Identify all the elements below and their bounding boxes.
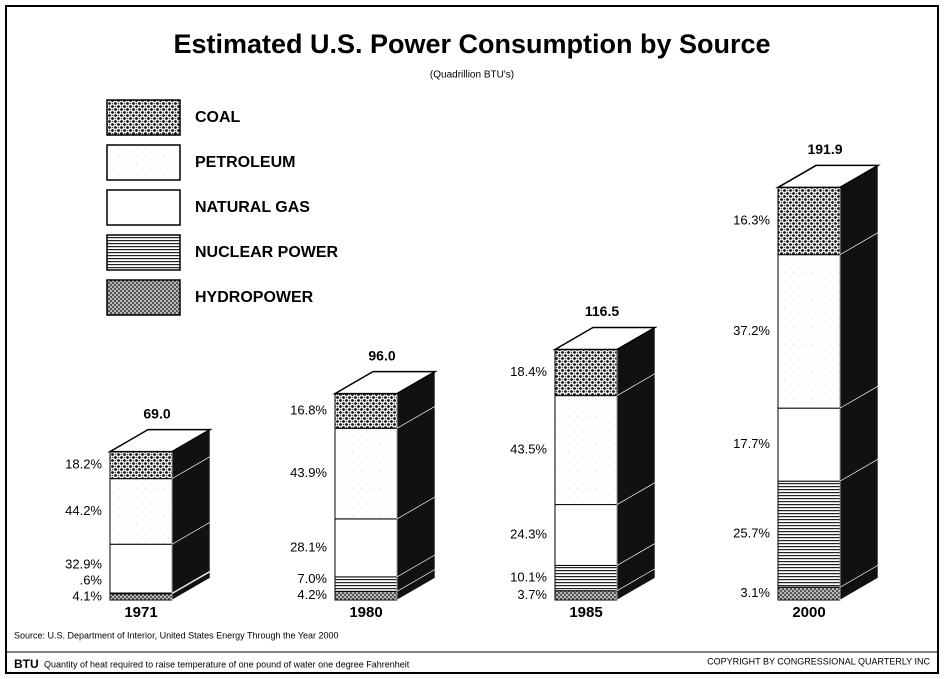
bar-segment: [554, 504, 618, 566]
value-label: 16.3%: [733, 212, 770, 227]
border: [5, 5, 939, 674]
chart-subtitle: (Quadrillion BTU's): [430, 70, 514, 81]
bar-segment: [334, 576, 398, 592]
footnote-term: BTU: [14, 657, 39, 671]
value-label: 3.7%: [517, 587, 547, 602]
bar-side: [616, 373, 656, 506]
bar-segment: [334, 518, 398, 578]
value-label: 18.4%: [510, 364, 547, 379]
bar-segment: [109, 451, 173, 480]
legend-swatch: [106, 279, 181, 316]
bar-top: [332, 370, 438, 395]
legend-swatch: [106, 189, 181, 226]
value-label: 24.3%: [510, 526, 547, 541]
bar-top: [552, 326, 658, 351]
bar-segment: [334, 393, 398, 429]
bar-side: [839, 458, 879, 588]
bar-side: [839, 232, 879, 409]
bar-segment: [334, 590, 398, 601]
bar-segment: [554, 395, 618, 506]
legend-label: HYDROPOWER: [195, 289, 314, 306]
bar-segment: [554, 349, 618, 397]
bar-segment: [109, 543, 173, 594]
bar-segment: [777, 480, 841, 588]
legend-swatch: [106, 144, 181, 181]
x-tick-label: 1980: [349, 604, 382, 621]
bar-segment: [109, 478, 173, 545]
value-label: 3.1%: [740, 585, 770, 600]
value-label: 10.1%: [510, 570, 547, 585]
value-label: 28.1%: [290, 539, 327, 554]
bar-segment: [334, 427, 398, 520]
x-tick-label: 1985: [569, 604, 602, 621]
value-label: 44.2%: [65, 503, 102, 518]
bar-segment: [777, 254, 841, 409]
footnote: Quantity of heat required to raise tempe…: [44, 659, 410, 669]
value-label: .6%: [80, 572, 103, 587]
bar-segment: [777, 186, 841, 256]
x-tick-label: 1971: [124, 604, 157, 621]
bar-top: [775, 164, 881, 189]
value-label: 43.5%: [510, 442, 547, 457]
legend-swatch: [106, 99, 181, 136]
value-label: 37.2%: [733, 323, 770, 338]
value-label: 16.8%: [290, 402, 327, 417]
chart-title: Estimated U.S. Power Consumption by Sour…: [173, 29, 770, 59]
bar-segment: [109, 593, 173, 601]
bar-top: [107, 428, 213, 453]
value-label: 18.2%: [65, 457, 102, 472]
source: Source: U.S. Department of Interior, Uni…: [14, 630, 339, 640]
x-tick-label: 2000: [792, 604, 825, 621]
value-label: 17.7%: [733, 436, 770, 451]
legend-label: COAL: [195, 109, 241, 126]
value-label: 4.1%: [72, 588, 102, 603]
value-label: 4.2%: [297, 587, 327, 602]
total-label: 96.0: [368, 347, 395, 363]
bar-segment: [777, 407, 841, 482]
legend-swatch: [106, 234, 181, 271]
bar-segment: [554, 590, 618, 601]
bar-segment: [554, 564, 618, 592]
value-label: 25.7%: [733, 526, 770, 541]
value-label: 43.9%: [290, 465, 327, 480]
value-label: 7.0%: [297, 571, 327, 586]
total-label: 69.0: [143, 405, 170, 421]
legend-label: NATURAL GAS: [195, 199, 310, 216]
value-label: 32.9%: [65, 556, 102, 571]
legend-label: NUCLEAR POWER: [195, 244, 339, 261]
copyright: COPYRIGHT BY CONGRESSIONAL QUARTERLY INC: [707, 656, 930, 666]
legend-label: PETROLEUM: [195, 154, 295, 171]
bar-segment: [777, 586, 841, 601]
total-label: 116.5: [585, 303, 619, 319]
total-label: 191.9: [807, 141, 842, 157]
